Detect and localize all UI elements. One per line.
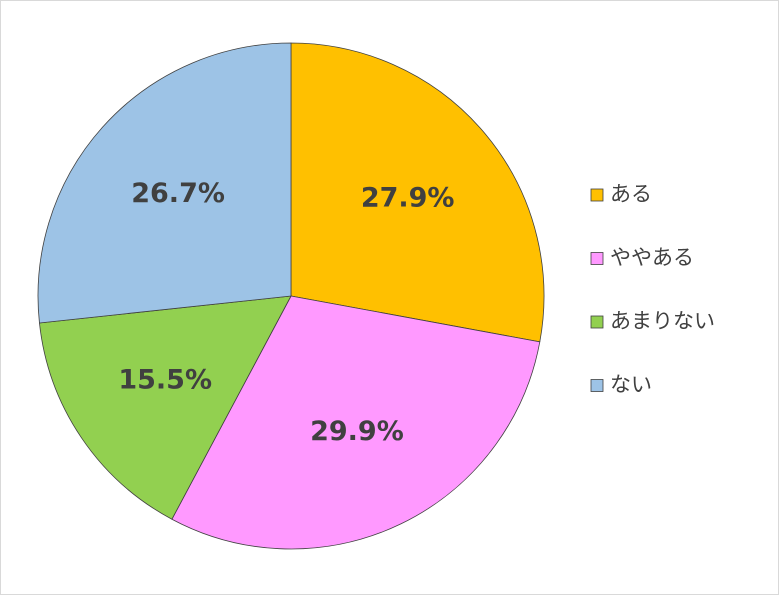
legend-swatch	[590, 379, 604, 392]
legend-swatch	[590, 188, 604, 202]
data-label: 15.5%	[118, 364, 212, 395]
data-label: 29.9%	[310, 416, 404, 447]
data-label: 27.9%	[361, 182, 455, 213]
pie-slice	[290, 42, 545, 343]
legend-label: ややある	[610, 246, 694, 270]
pie-slice	[171, 295, 541, 550]
legend-label: ある	[610, 182, 652, 206]
legend-label: あまりない	[610, 309, 715, 333]
legend-label: ない	[610, 373, 652, 397]
data-label: 26.7%	[131, 178, 225, 209]
pie-slice	[39, 295, 292, 520]
legend-swatch	[590, 252, 604, 265]
pie-slice	[37, 42, 292, 324]
legend-swatch	[590, 315, 604, 329]
